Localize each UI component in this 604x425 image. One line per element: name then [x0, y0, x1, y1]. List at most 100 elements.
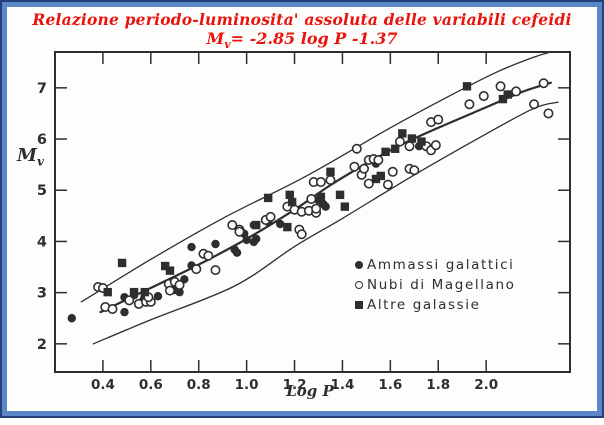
data-point-open-circle — [433, 114, 444, 125]
data-point-filled-circle — [153, 292, 163, 301]
data-point-open-circle — [311, 203, 322, 214]
data-point-open-circle — [363, 178, 374, 189]
y-axis-label-text: M — [17, 145, 37, 166]
data-point-filled-circle — [120, 307, 129, 317]
data-point-open-circle — [306, 193, 317, 204]
data-point-open-circle — [107, 304, 118, 315]
data-point-filled-circle — [252, 234, 261, 244]
data-point-open-circle — [164, 285, 175, 296]
figure-title: Relazione periodo-luminosita' assoluta d… — [32, 10, 572, 29]
data-point-open-circle — [495, 81, 506, 92]
figure-formula: Mv= -2.85 log P -1.37 — [7, 29, 597, 51]
data-point-open-circle — [351, 143, 362, 154]
mean-relation-line — [99, 81, 552, 314]
data-point-filled-square — [117, 258, 127, 268]
data-point-filled-square — [335, 190, 345, 200]
x-tick-label: 1.6 — [378, 377, 402, 393]
data-point-filled-square — [326, 167, 335, 177]
x-tick-label: 1.8 — [426, 377, 450, 393]
x-tick-label: 2.0 — [474, 377, 498, 393]
data-point-filled-square — [498, 94, 508, 104]
y-axis-label: Mv — [17, 145, 44, 169]
data-point-filled-circle — [187, 242, 196, 252]
data-point-open-circle — [174, 279, 185, 290]
data-point-open-circle — [430, 140, 441, 151]
data-point-filled-square — [103, 287, 112, 297]
data-point-open-circle — [234, 226, 245, 237]
data-point-filled-square — [316, 192, 326, 202]
data-point-filled-square — [340, 202, 350, 211]
data-point-filled-square — [381, 147, 390, 157]
data-point-open-circle — [394, 136, 405, 147]
y-tick-label: 4 — [37, 234, 47, 250]
legend-label: Nubi di Magellano — [367, 277, 516, 293]
data-point-filled-square — [285, 190, 294, 200]
data-point-open-circle — [382, 179, 393, 190]
data-point-open-circle — [538, 78, 549, 89]
x-tick-label: 0.6 — [139, 377, 163, 393]
y-tick-label: 5 — [37, 183, 47, 199]
scatter-plot: 0.4 0.6 0.8 1.0 1.2 1.4 1.6 1.8 2.0 2 3 4 5 6 7 — [37, 51, 571, 393]
x-tick-label: 1.2 — [283, 377, 307, 393]
data-point-filled-circle — [321, 202, 330, 211]
legend-label: Altre galassie — [367, 297, 481, 313]
data-point-filled-square — [407, 134, 417, 143]
data-point-filled-square — [287, 197, 297, 207]
data-point-filled-square — [140, 287, 150, 297]
y-tick-label: 2 — [37, 337, 47, 353]
formula-subscript: v — [224, 38, 231, 52]
data-point-open-circle — [409, 165, 420, 176]
plot-frame — [54, 51, 571, 373]
data-point-filled-circle — [67, 314, 76, 323]
data-point-filled-square — [462, 82, 472, 91]
legend-label: Ammassi galattici — [367, 257, 515, 273]
data-point-filled-square — [160, 261, 170, 271]
data-point-filled-circle — [232, 248, 242, 257]
y-tick-label: 6 — [37, 132, 47, 148]
data-point-open-circle — [325, 175, 336, 186]
data-point-filled-square — [503, 90, 512, 99]
filled-circle-icon — [351, 261, 367, 269]
filled-square-icon — [351, 301, 367, 309]
data-point-filled-square — [129, 287, 139, 297]
data-point-filled-square — [263, 193, 273, 203]
data-point-open-circle — [478, 91, 489, 102]
legend-item-altre-galassie: Altre galassie — [351, 295, 515, 315]
data-point-open-circle — [349, 161, 360, 172]
data-point-open-circle — [191, 264, 202, 275]
data-point-open-circle — [358, 163, 369, 174]
upper-envelope-line — [80, 51, 552, 303]
y-tick-label: 7 — [37, 81, 47, 97]
data-point-open-circle — [296, 229, 307, 240]
legend-item-nubi-di-magellano: Nubi di Magellano — [351, 275, 515, 295]
data-point-filled-square — [417, 137, 426, 146]
data-point-open-circle — [387, 166, 398, 177]
formula-body: = -2.85 log P -1.37 — [230, 29, 398, 48]
open-circle-icon — [351, 281, 367, 289]
data-point-open-circle — [203, 250, 214, 261]
data-point-open-circle — [404, 141, 415, 152]
data-point-open-circle — [543, 108, 554, 119]
data-point-open-circle — [464, 99, 475, 110]
data-point-filled-square — [283, 222, 292, 232]
y-tick-label: 3 — [37, 286, 47, 302]
data-point-filled-circle — [211, 239, 220, 249]
data-point-filled-square — [376, 171, 385, 181]
data-point-filled-square — [165, 266, 175, 275]
legend: Ammassi galattici Nubi di Magellano Altr… — [351, 255, 515, 315]
lower-envelope-line — [92, 101, 559, 345]
data-point-filled-circle — [242, 235, 251, 245]
y-axis-label-sub: v — [36, 154, 44, 169]
x-tick-label: 1.0 — [235, 377, 259, 393]
data-point-open-circle — [373, 155, 384, 166]
x-tick-label: 1.4 — [330, 377, 354, 393]
data-point-filled-circle — [275, 219, 285, 229]
data-point-open-circle — [529, 99, 540, 110]
data-point-filled-square — [390, 144, 400, 153]
x-axis-label: Log P — [286, 382, 334, 400]
formula-m: M — [206, 29, 225, 48]
data-point-open-circle — [315, 177, 326, 188]
data-point-open-circle — [511, 86, 522, 97]
figure-canvas: Relazione periodo-luminosita' assoluta d… — [2, 2, 602, 416]
